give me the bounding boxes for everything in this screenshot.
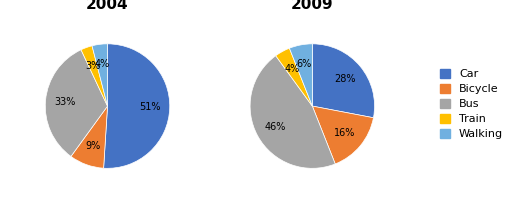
Wedge shape (276, 48, 312, 106)
Wedge shape (45, 50, 108, 156)
Wedge shape (71, 106, 108, 168)
Text: 4%: 4% (95, 59, 110, 69)
Wedge shape (250, 56, 335, 168)
Text: 46%: 46% (264, 121, 286, 131)
Text: 51%: 51% (139, 102, 161, 112)
Wedge shape (312, 106, 373, 164)
Text: 3%: 3% (86, 61, 101, 71)
Text: 6%: 6% (297, 59, 312, 69)
Legend: Car, Bicycle, Bus, Train, Walking: Car, Bicycle, Bus, Train, Walking (437, 66, 506, 142)
Wedge shape (289, 44, 312, 106)
Text: 33%: 33% (55, 97, 76, 107)
Wedge shape (92, 44, 108, 106)
Wedge shape (312, 44, 375, 118)
Title: 2009: 2009 (291, 0, 334, 12)
Text: 28%: 28% (334, 74, 356, 84)
Text: 16%: 16% (334, 128, 356, 138)
Text: 9%: 9% (86, 141, 101, 151)
Text: 4%: 4% (284, 64, 300, 74)
Wedge shape (81, 46, 108, 106)
Title: 2004: 2004 (86, 0, 129, 12)
Wedge shape (103, 44, 170, 168)
